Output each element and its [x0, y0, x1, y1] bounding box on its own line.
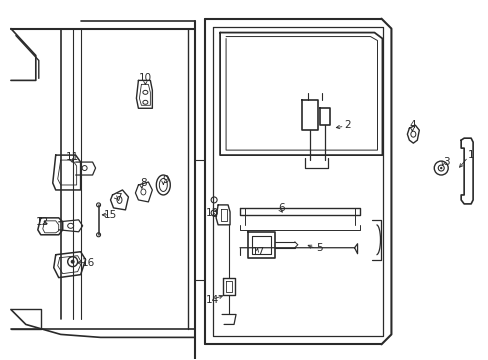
Text: 13: 13	[205, 208, 218, 218]
Text: 7: 7	[115, 193, 122, 203]
Text: 14: 14	[205, 294, 218, 305]
Text: 9: 9	[162, 175, 168, 185]
Text: 1: 1	[467, 150, 473, 160]
Text: 17: 17	[251, 247, 264, 257]
Text: 16: 16	[82, 258, 95, 268]
Text: 12: 12	[36, 217, 49, 227]
Text: 8: 8	[140, 178, 146, 188]
Text: 6: 6	[278, 203, 285, 213]
Text: 11: 11	[66, 152, 79, 162]
Text: 4: 4	[408, 120, 415, 130]
Text: 5: 5	[316, 243, 323, 253]
Text: 3: 3	[442, 157, 448, 167]
Text: 10: 10	[139, 73, 152, 84]
Circle shape	[71, 260, 75, 264]
Circle shape	[439, 167, 442, 169]
Text: 2: 2	[344, 120, 350, 130]
Text: 15: 15	[103, 210, 117, 220]
